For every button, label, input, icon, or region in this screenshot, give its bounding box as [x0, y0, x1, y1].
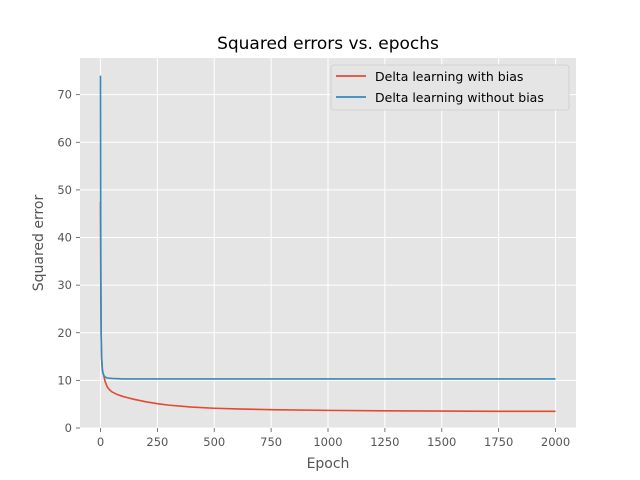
y-axis-label: Squared error	[31, 195, 47, 292]
y-tick-label: 0	[65, 421, 72, 435]
y-tick-label: 50	[57, 183, 72, 197]
x-tick-label: 1500	[427, 435, 456, 449]
x-tick-label: 2000	[541, 435, 570, 449]
y-tick-label: 30	[57, 278, 72, 292]
legend-label-with-bias: Delta learning with bias	[375, 69, 523, 84]
axis-ticks: 0 250 500 750 1000 1250 1500 1750 2000 0 10 20 30 40 5…	[57, 88, 570, 449]
x-tick-label: 1000	[313, 435, 342, 449]
series-lines	[99, 75, 556, 413]
x-tick-label: 1750	[484, 435, 513, 449]
x-tick-label: 0	[97, 435, 104, 449]
y-tick-label: 10	[57, 373, 72, 387]
y-tick-label: 70	[57, 88, 72, 102]
x-tick-label: 250	[146, 435, 168, 449]
y-tick-label: 20	[57, 326, 72, 340]
legend-box	[330, 64, 570, 111]
series-line-1	[99, 75, 556, 380]
chart-title: Squared errors vs. epochs	[217, 34, 439, 54]
x-tick-label: 1250	[370, 435, 399, 449]
y-tick-label: 40	[57, 231, 72, 245]
x-axis-label: Epoch	[307, 456, 350, 472]
legend: Delta learning with bias Delta learning …	[330, 64, 570, 111]
x-tick-label: 750	[260, 435, 282, 449]
x-tick-label: 500	[203, 435, 225, 449]
legend-label-without-bias: Delta learning without bias	[375, 90, 544, 105]
y-tick-label: 60	[57, 135, 72, 149]
